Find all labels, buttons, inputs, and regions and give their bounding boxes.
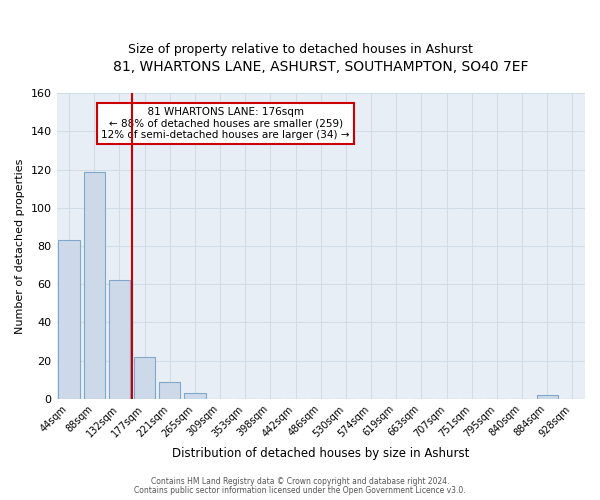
Bar — [83, 172, 105, 399]
Text: Contains public sector information licensed under the Open Government Licence v3: Contains public sector information licen… — [134, 486, 466, 495]
Bar — [184, 393, 206, 399]
Text: 81 WHARTONS LANE: 176sqm  
← 88% of detached houses are smaller (259)
12% of sem: 81 WHARTONS LANE: 176sqm ← 88% of detach… — [101, 107, 350, 140]
Text: Size of property relative to detached houses in Ashurst: Size of property relative to detached ho… — [128, 42, 472, 56]
Bar — [134, 357, 155, 399]
Bar — [536, 395, 558, 399]
Text: Contains HM Land Registry data © Crown copyright and database right 2024.: Contains HM Land Registry data © Crown c… — [151, 477, 449, 486]
Y-axis label: Number of detached properties: Number of detached properties — [15, 158, 25, 334]
Bar — [58, 240, 80, 399]
Bar — [109, 280, 130, 399]
Bar — [159, 382, 181, 399]
X-axis label: Distribution of detached houses by size in Ashurst: Distribution of detached houses by size … — [172, 447, 469, 460]
Title: 81, WHARTONS LANE, ASHURST, SOUTHAMPTON, SO40 7EF: 81, WHARTONS LANE, ASHURST, SOUTHAMPTON,… — [113, 60, 529, 74]
